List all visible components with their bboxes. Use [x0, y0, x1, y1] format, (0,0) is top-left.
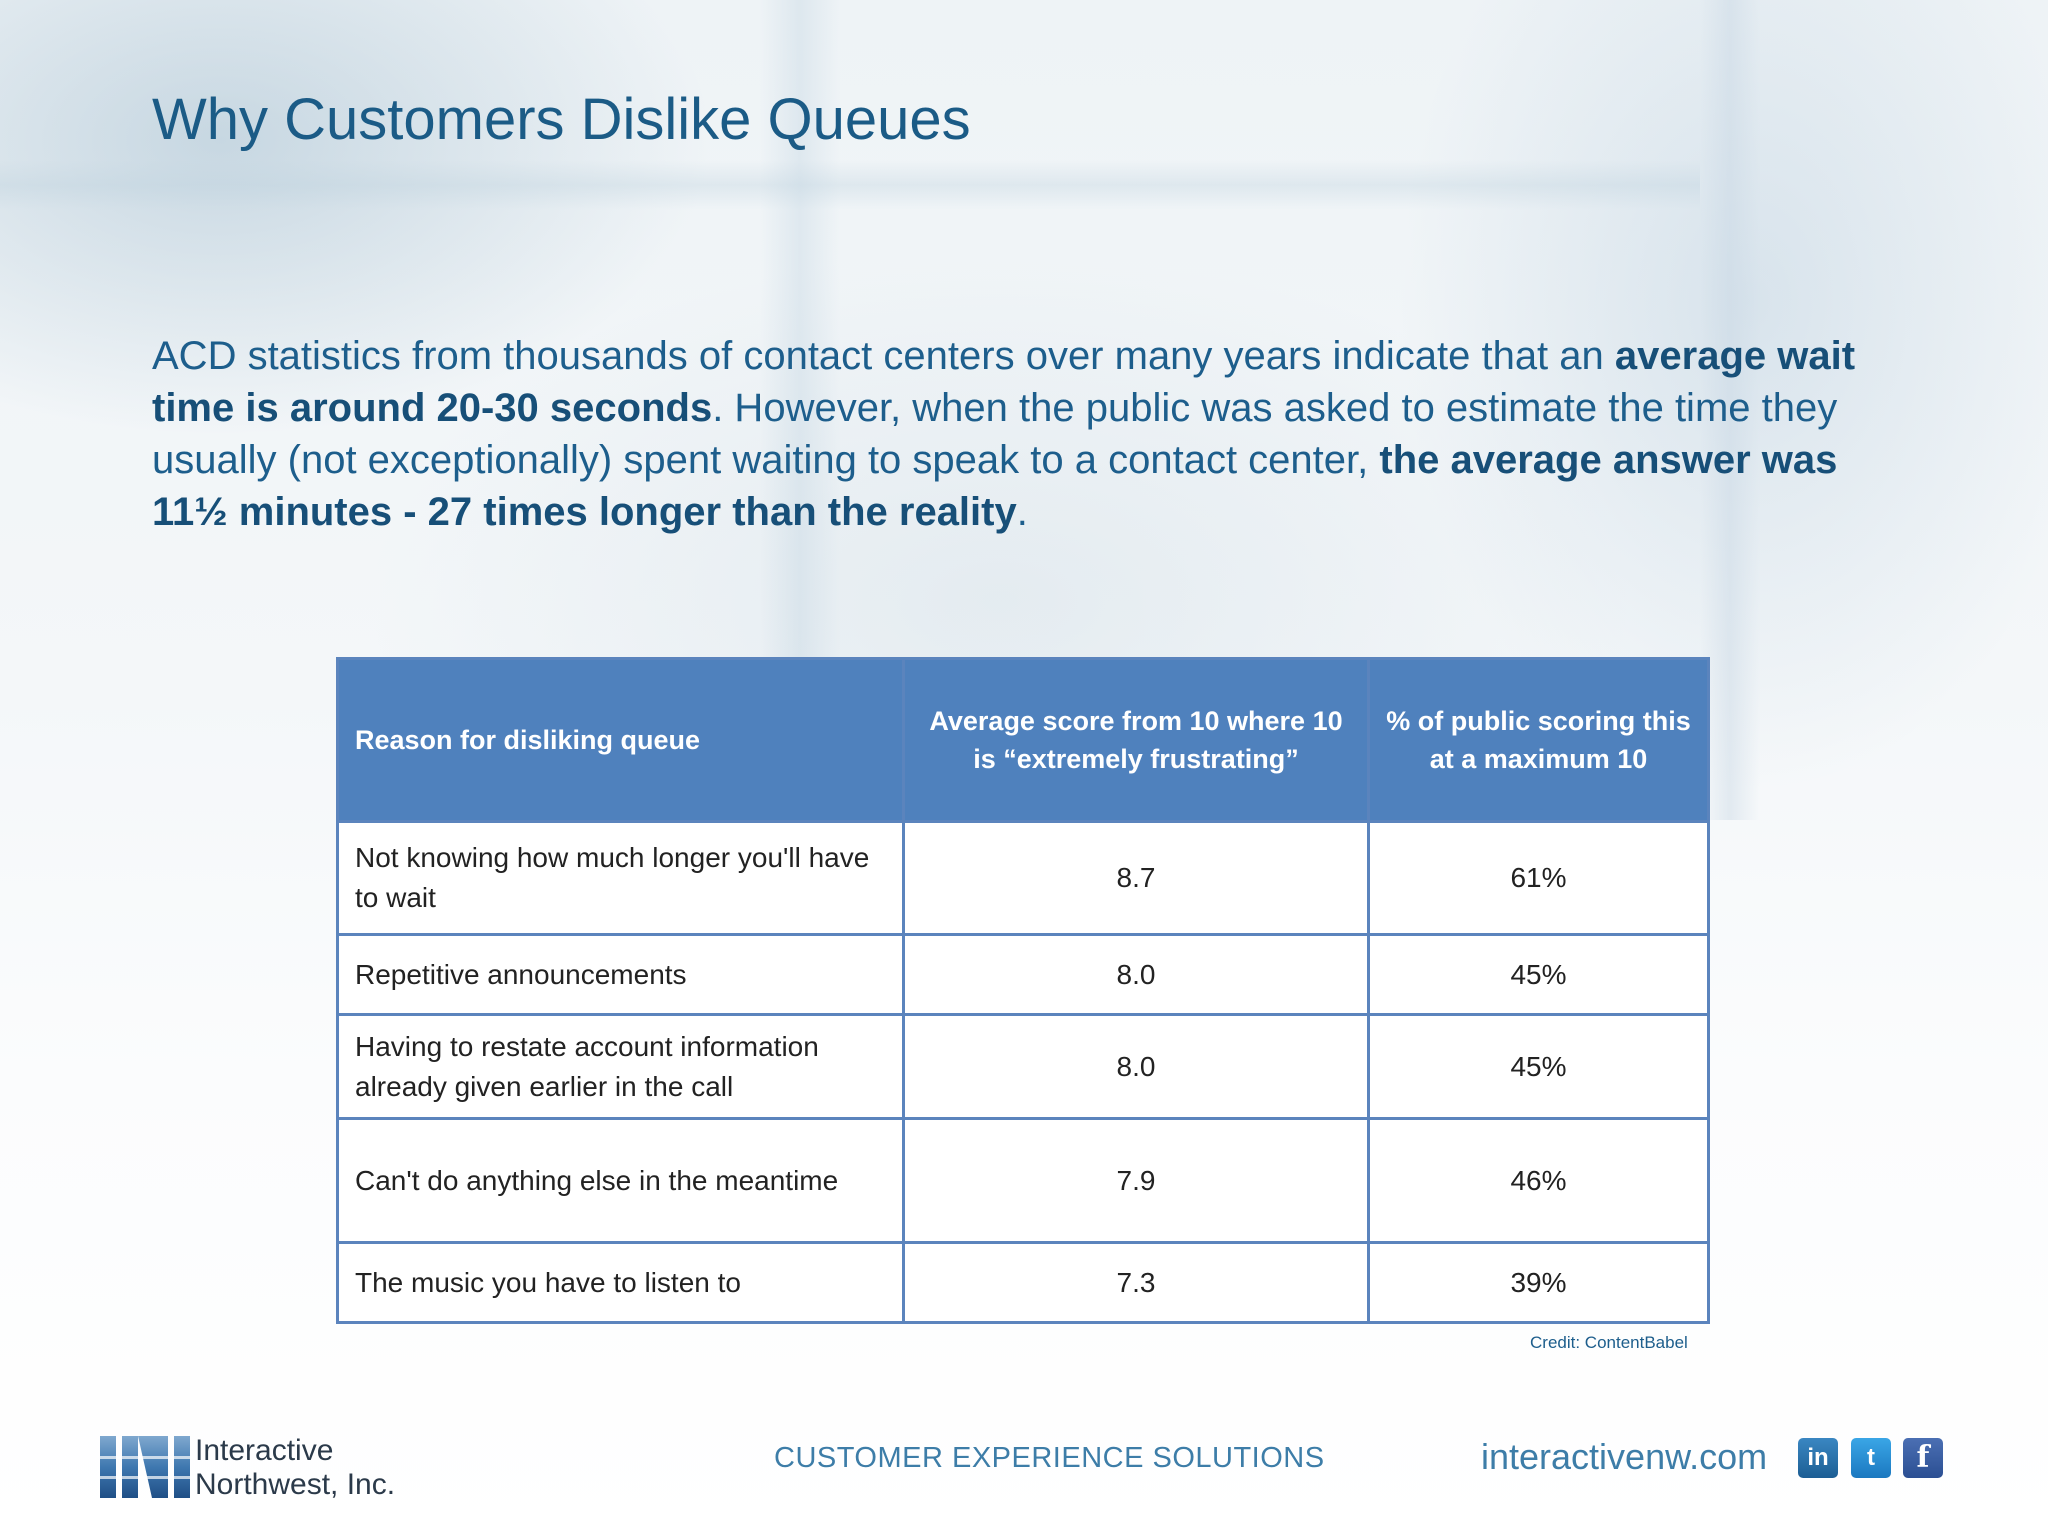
table-header-cell: Average score from 10 where 10 is “extre…	[902, 657, 1370, 823]
queue-reasons-table: Reason for disliking queue Average score…	[336, 657, 1710, 1324]
paragraph-bold: the average answer was 11½ minutes - 27 …	[152, 438, 1838, 534]
footer-tagline: CUSTOMER EXPERIENCE SOLUTIONS	[774, 1442, 1325, 1474]
table-cell-reason: Repetitive announcements	[336, 933, 905, 1016]
background-blur-shape	[760, 0, 840, 700]
table-cell-percent: 39%	[1367, 1241, 1710, 1324]
facebook-icon[interactable]: f	[1903, 1438, 1943, 1478]
table-row: Not knowing how much longer you'll have …	[336, 820, 1710, 936]
table-cell-score: 8.7	[902, 820, 1370, 936]
table-row: Having to restate account information al…	[336, 1013, 1710, 1120]
table-cell-percent: 45%	[1367, 1013, 1710, 1120]
table-cell-score: 8.0	[902, 1013, 1370, 1120]
twitter-icon[interactable]: t	[1851, 1438, 1891, 1478]
company-name-line: Interactive	[195, 1434, 334, 1467]
slide-title: Why Customers Dislike Queues	[152, 87, 971, 152]
paragraph-bold: average wait time is around 20-30 second…	[152, 334, 1856, 430]
table-cell-reason: Not knowing how much longer you'll have …	[336, 820, 905, 936]
paragraph-text: . However, when the public was asked to …	[152, 386, 1838, 482]
table-cell-reason: Having to restate account information al…	[336, 1013, 905, 1120]
table-cell-score: 7.9	[902, 1117, 1370, 1244]
background-blur-shape	[1700, 0, 1760, 820]
table-row: The music you have to listen to 7.3 39%	[336, 1241, 1710, 1324]
table-row: Repetitive announcements 8.0 45%	[336, 933, 1710, 1016]
company-logo-icon	[100, 1436, 190, 1498]
table-credit: Credit: ContentBabel	[1530, 1333, 1688, 1352]
website-link[interactable]: interactivenw.com	[1481, 1436, 1768, 1477]
table-cell-score: 7.3	[902, 1241, 1370, 1324]
table-header-row: Reason for disliking queue Average score…	[336, 657, 1710, 823]
table-cell-percent: 46%	[1367, 1117, 1710, 1244]
linkedin-icon[interactable]: in	[1798, 1438, 1838, 1478]
background-blur-shape	[0, 160, 1700, 210]
table-header-cell: % of public scoring this at a maximum 10	[1367, 657, 1710, 823]
table-cell-percent: 45%	[1367, 933, 1710, 1016]
table-cell-score: 8.0	[902, 933, 1370, 1016]
paragraph-text: .	[1016, 490, 1028, 534]
company-name-line: Northwest, Inc.	[195, 1468, 396, 1501]
table-row: Can't do anything else in the meantime 7…	[336, 1117, 1710, 1244]
company-name: Interactive Northwest, Inc.	[195, 1434, 395, 1502]
slide-paragraph: ACD statistics from thousands of contact…	[152, 330, 1892, 538]
table-cell-percent: 61%	[1367, 820, 1710, 936]
paragraph-text: ACD statistics from thousands of contact…	[152, 334, 1615, 378]
table-cell-reason: Can't do anything else in the meantime	[336, 1117, 905, 1244]
table-header-cell: Reason for disliking queue	[336, 657, 905, 823]
table-cell-reason: The music you have to listen to	[336, 1241, 905, 1324]
